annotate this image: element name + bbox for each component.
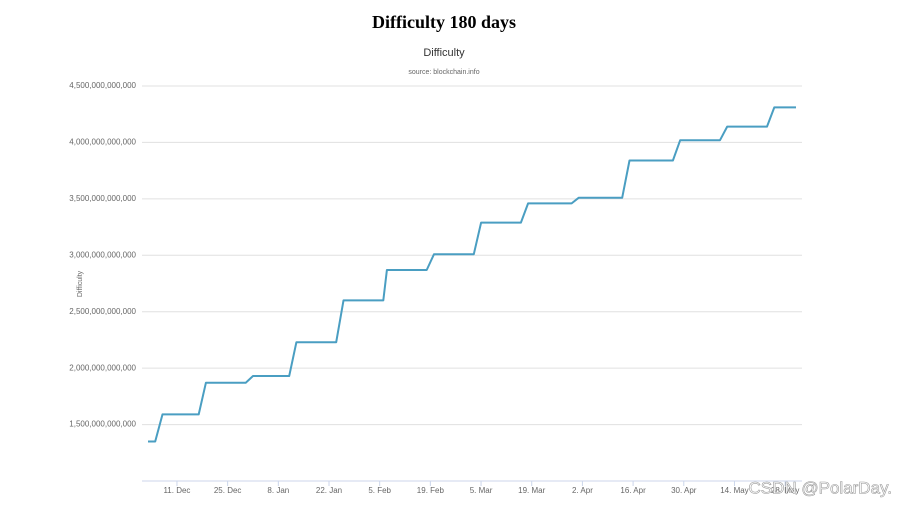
y-tick-label: 3,000,000,000,000 (69, 250, 136, 259)
watermark: CSDN @PolarDay. (748, 478, 892, 497)
x-tick-label: 8. Jan (267, 486, 289, 495)
x-tick-label: 11. Dec (163, 486, 190, 495)
x-tick-label: 14. May (720, 486, 748, 495)
x-tick-label: 19. Mar (518, 486, 545, 495)
y-tick-label: 2,500,000,000,000 (69, 307, 136, 316)
data-line (148, 106, 796, 443)
x-tick-label: 16. Apr (620, 486, 646, 495)
y-axis-label: Difficulty (77, 270, 84, 297)
x-tick-label: 28. May (771, 486, 799, 495)
y-tick-label: 2,000,000,000,000 (69, 363, 136, 372)
y-tick-label: 4,500,000,000,000 (69, 81, 136, 90)
x-tick-label: 2. Apr (572, 486, 593, 495)
x-tick-label: 5. Mar (470, 486, 493, 495)
x-tick-label: 5. Feb (368, 486, 391, 495)
chart-subtitle: source: blockchain.info (408, 69, 479, 76)
page-title: Difficulty 180 days (372, 12, 516, 32)
y-tick-label: 1,500,000,000,000 (69, 420, 136, 429)
x-tick-label: 22. Jan (316, 486, 342, 495)
y-tick-label: 4,000,000,000,000 (69, 138, 136, 147)
x-tick-label: 19. Feb (417, 486, 445, 495)
chart-title: Difficulty (423, 47, 465, 59)
x-tick-label: 25. Dec (214, 486, 242, 495)
x-tick-label: 30. Apr (671, 486, 697, 495)
y-tick-label: 3,500,000,000,000 (69, 194, 136, 203)
